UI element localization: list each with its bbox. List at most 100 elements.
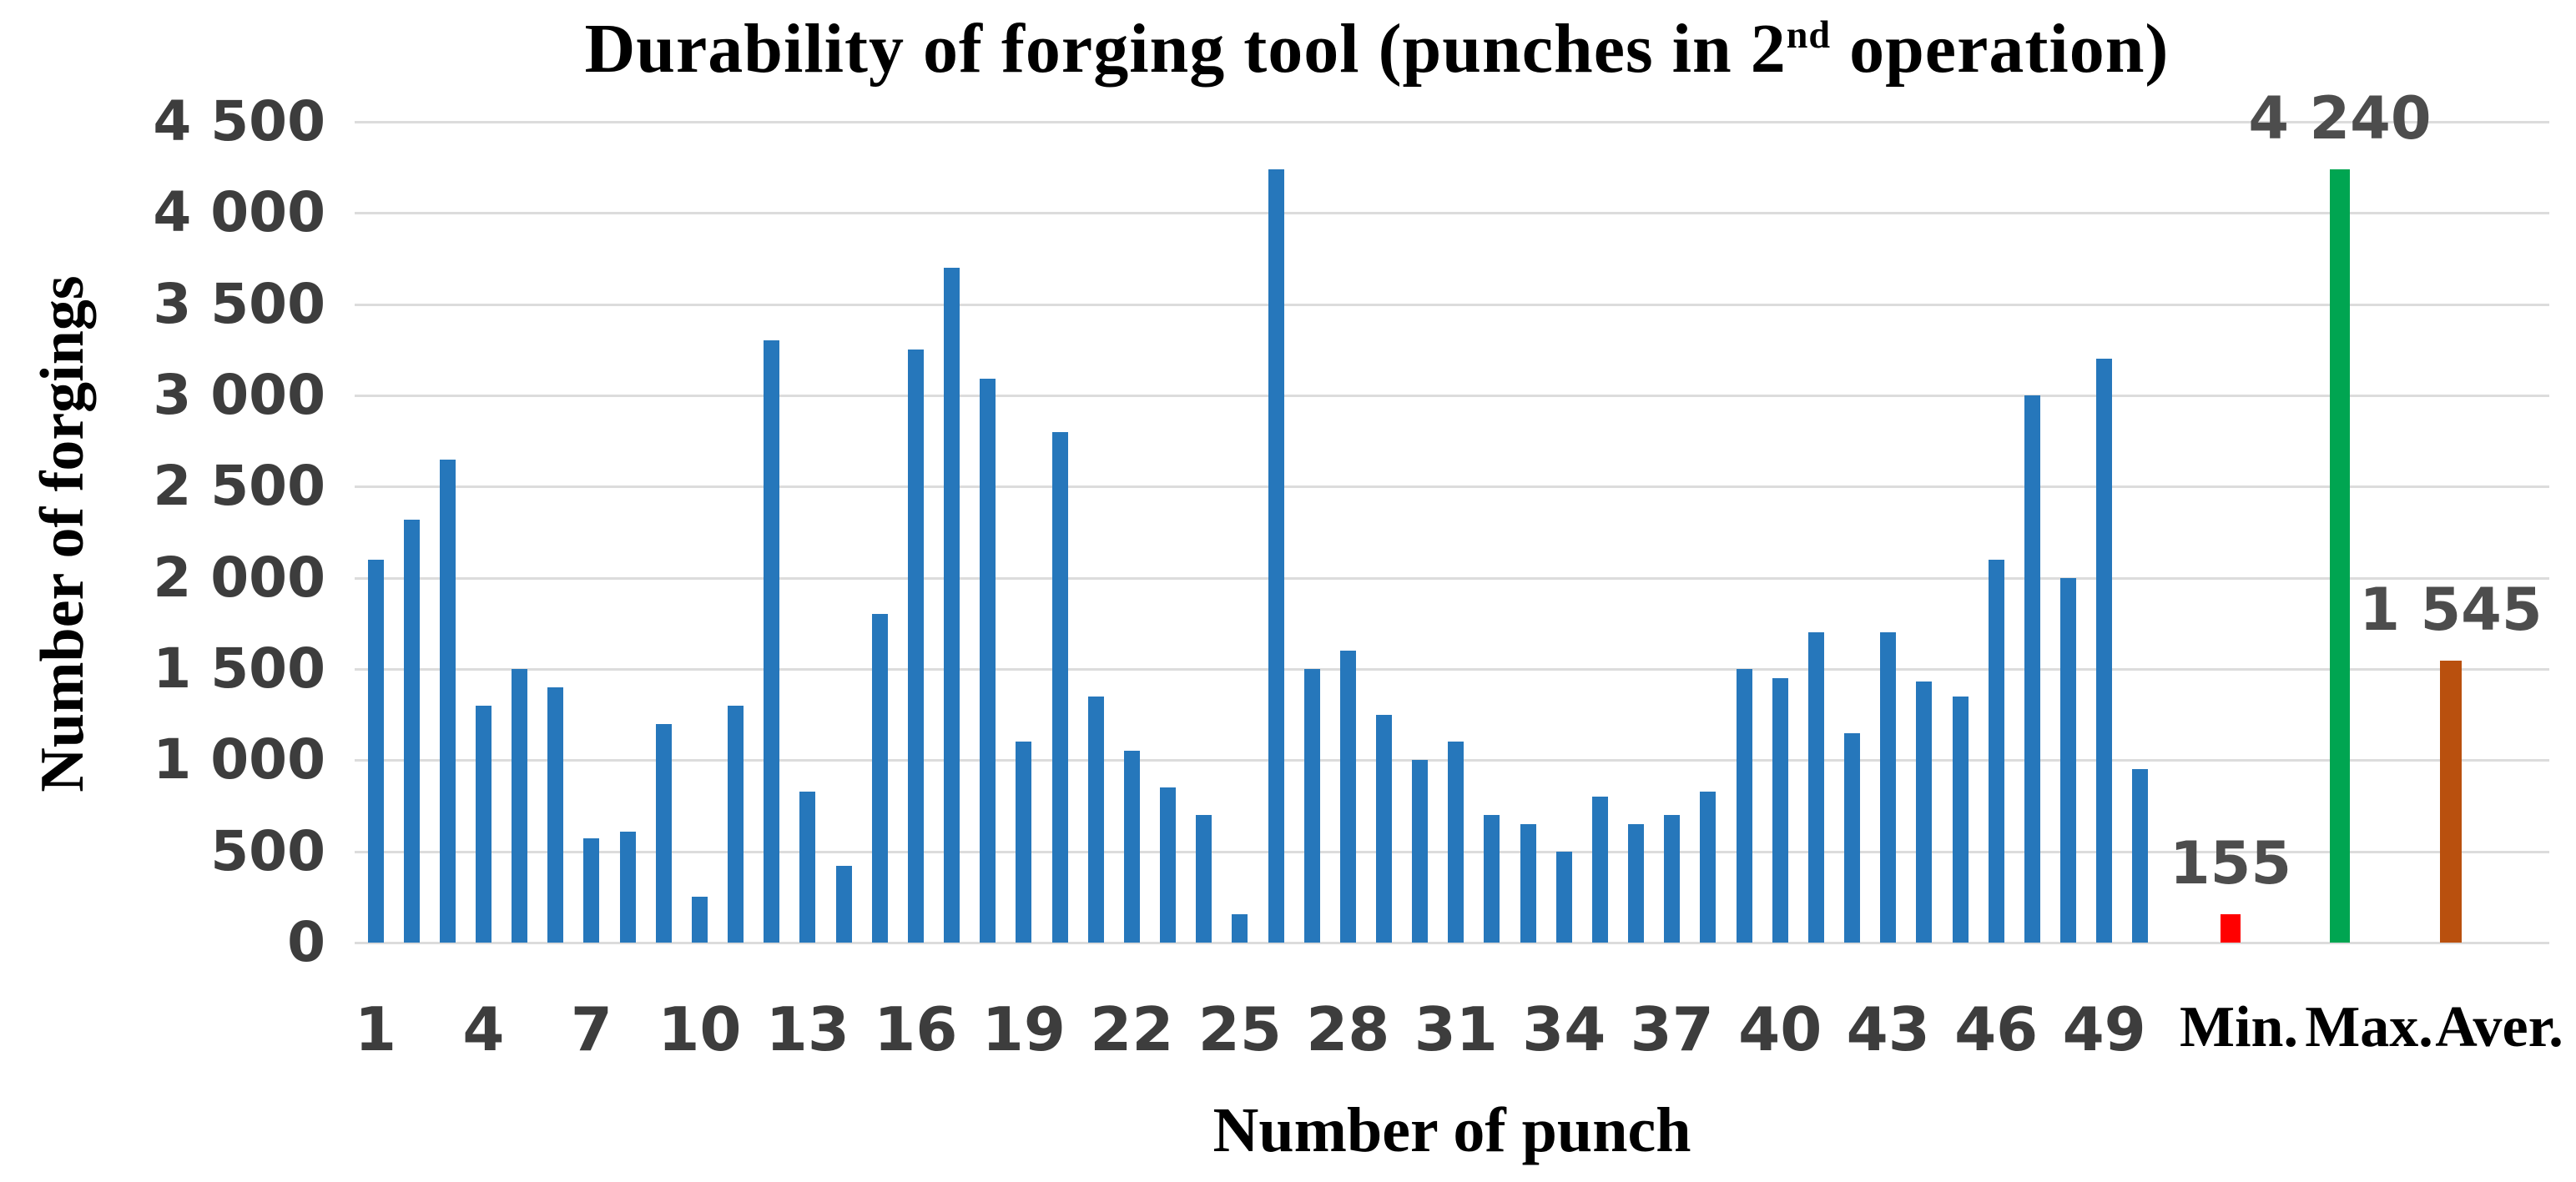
x-tick-label-31: 31 — [1414, 994, 1498, 1064]
bar-punch-13 — [799, 791, 816, 943]
bar-punch-8 — [619, 831, 636, 943]
x-tick-label-aver: Aver. — [2435, 995, 2563, 1059]
bar-punch-31 — [1448, 742, 1464, 943]
bar-punch-4 — [475, 705, 492, 943]
bar-punch-23 — [1160, 787, 1177, 943]
x-tick-label-40: 40 — [1738, 994, 1822, 1064]
bar-punch-11 — [728, 705, 744, 943]
x-tick-label-min: Min. — [2180, 995, 2298, 1059]
bar-punch-1 — [367, 559, 384, 943]
bar-punch-12 — [764, 340, 780, 943]
x-tick-label-10: 10 — [658, 994, 742, 1064]
bar-punch-39 — [1736, 669, 1752, 943]
gridline-y-2000 — [355, 576, 2549, 580]
bar-punch-6 — [547, 687, 564, 943]
y-tick-label-1500: 1 500 — [153, 636, 325, 701]
gridline-y-1500 — [355, 668, 2549, 671]
bar-punch-46 — [1988, 559, 2004, 943]
y-tick-label-3000: 3 000 — [153, 363, 325, 427]
y-tick-label-4000: 4 000 — [153, 180, 325, 245]
y-tick-label-2000: 2 000 — [153, 545, 325, 610]
bar-punch-9 — [655, 723, 672, 943]
chart-title-prefix: Durability of forging tool (punches in 2 — [584, 10, 1787, 88]
bar-punch-41 — [1807, 632, 1824, 943]
bar-punch-18 — [980, 379, 996, 943]
bar-punch-45 — [1952, 696, 1969, 943]
gridline-y-3500 — [355, 303, 2549, 306]
x-tick-label-43: 43 — [1846, 994, 1930, 1064]
bar-punch-15 — [871, 614, 888, 943]
bar-punch-50 — [2132, 769, 2149, 943]
x-tick-label-19: 19 — [981, 994, 1066, 1064]
bar-punch-33 — [1520, 823, 1536, 943]
bar-punch-32 — [1484, 814, 1500, 943]
bar-punch-40 — [1772, 677, 1788, 943]
y-tick-label-3500: 3 500 — [153, 271, 325, 336]
x-tick-label-13: 13 — [765, 994, 849, 1064]
bar-punch-19 — [1016, 742, 1032, 943]
bar-punch-28 — [1339, 651, 1356, 943]
bar-punch-14 — [835, 866, 852, 943]
x-tick-label-49: 49 — [2062, 994, 2146, 1064]
gridline-y-2500 — [355, 485, 2549, 489]
bar-punch-29 — [1375, 714, 1392, 943]
y-tick-label-2500: 2 500 — [153, 454, 325, 519]
bar-punch-7 — [583, 838, 600, 943]
bar-punch-48 — [2060, 577, 2077, 943]
y-tick-label-1000: 1 000 — [153, 727, 325, 792]
bar-punch-35 — [1591, 797, 1608, 943]
bar-punch-34 — [1555, 851, 1572, 943]
y-tick-label-4500: 4 500 — [153, 89, 325, 153]
bar-punch-16 — [907, 350, 924, 943]
y-tick-label-0: 0 — [287, 910, 325, 974]
bar-punch-26 — [1268, 168, 1284, 943]
gridline-y-0 — [355, 942, 2549, 944]
chart-title-superscript: nd — [1786, 13, 1832, 56]
bar-punch-36 — [1628, 823, 1645, 943]
gridline-y-3000 — [355, 395, 2549, 397]
chart-title-suffix: operation) — [1831, 10, 2170, 88]
bar-punch-17 — [944, 267, 960, 943]
bar-punch-27 — [1303, 669, 1320, 943]
bar-punch-43 — [1880, 632, 1897, 943]
bar-punch-30 — [1412, 760, 1429, 943]
bar-min — [2221, 914, 2241, 943]
x-tick-label-34: 34 — [1522, 994, 1606, 1064]
plot-area: 155 4 240 1 545 — [355, 84, 2549, 944]
x-tick-label-28: 28 — [1306, 994, 1390, 1064]
x-tick-label-7: 7 — [570, 994, 612, 1064]
x-tick-label-37: 37 — [1630, 994, 1714, 1064]
x-tick-label-4: 4 — [462, 994, 505, 1064]
x-tick-label-1: 1 — [354, 994, 397, 1064]
bar-punch-21 — [1087, 696, 1104, 943]
bar-punch-22 — [1123, 751, 1140, 943]
bar-punch-38 — [1700, 791, 1716, 943]
x-tick-label-25: 25 — [1197, 994, 1282, 1064]
y-tick-label-500: 500 — [210, 818, 325, 883]
bar-punch-37 — [1664, 814, 1681, 943]
bar-punch-25 — [1232, 914, 1248, 943]
x-tick-label-16: 16 — [874, 994, 958, 1064]
data-label-min: 155 — [2169, 829, 2292, 898]
data-label-max: 4 240 — [2248, 83, 2432, 153]
bar-punch-20 — [1051, 431, 1068, 943]
bar-punch-10 — [691, 897, 708, 943]
x-tick-label-22: 22 — [1090, 994, 1174, 1064]
bar-max — [2330, 168, 2350, 943]
bar-punch-44 — [1916, 682, 1933, 943]
bar-aver — [2440, 661, 2462, 943]
bar-punch-3 — [439, 459, 456, 943]
x-tick-label-46: 46 — [1954, 994, 2039, 1064]
gridline-y-4500 — [355, 121, 2549, 123]
bar-punch-24 — [1196, 814, 1212, 943]
data-label-aver: 1 545 — [2359, 576, 2543, 645]
bar-punch-42 — [1844, 732, 1861, 943]
gridline-y-4000 — [355, 212, 2549, 215]
x-axis-title: Number of punch — [1212, 1095, 1691, 1165]
chart-title: Durability of forging tool (punches in 2… — [167, 8, 2576, 89]
bar-punch-49 — [2096, 359, 2113, 943]
x-tick-label-max: Max. — [2305, 995, 2433, 1059]
bar-punch-2 — [403, 519, 420, 943]
bar-punch-47 — [2024, 395, 2040, 943]
